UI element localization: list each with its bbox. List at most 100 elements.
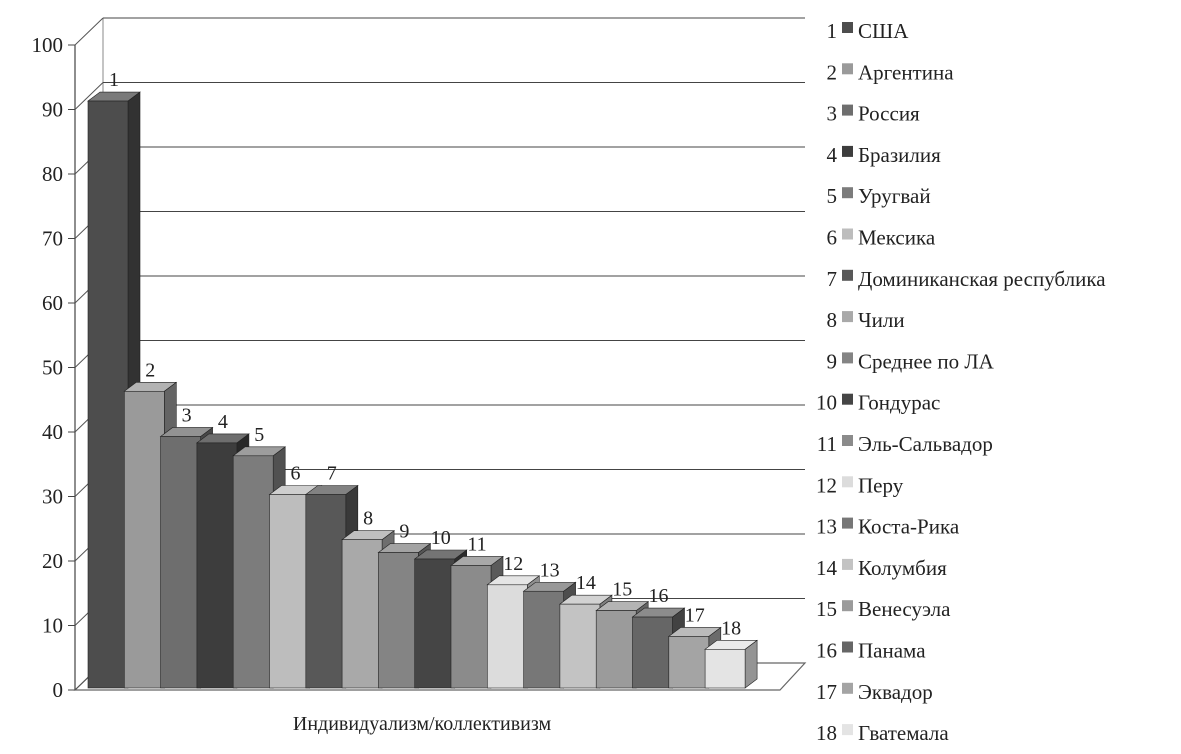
bar-number-label: 11 <box>467 533 486 555</box>
gridline-side <box>74 82 104 110</box>
legend-number: 5 <box>827 184 838 208</box>
bar-front <box>87 100 129 689</box>
bar-front <box>160 436 201 689</box>
y-tick-label: 70 <box>42 227 63 251</box>
legend-swatch <box>842 352 853 364</box>
bar-number-label: 17 <box>685 604 705 626</box>
legend-number: 11 <box>817 432 837 456</box>
bar-number-label: 8 <box>363 508 373 530</box>
y-tick-label: 0 <box>53 678 64 702</box>
legend-item: 7 Доминиканская республика <box>827 267 1107 291</box>
bars <box>87 91 758 689</box>
bar-number-label: 6 <box>291 463 301 485</box>
legend-swatch <box>842 435 853 446</box>
bar-front <box>232 455 274 689</box>
legend-item: 12 Перу <box>816 473 904 497</box>
y-tick-label: 10 <box>42 614 63 638</box>
x-axis-label: Индивидуализм/коллективизм <box>293 713 552 735</box>
bar-front <box>668 636 710 689</box>
legend-item: 5 Уругвай <box>827 184 931 208</box>
bar-front <box>704 648 746 689</box>
bar-number-label: 1 <box>109 69 119 91</box>
y-tick-label: 100 <box>32 33 64 57</box>
legend-item: 4 Бразилия <box>827 143 942 167</box>
legend-swatch <box>842 682 853 694</box>
legend-swatch <box>842 63 853 75</box>
legend-item: 15 Венесуэла <box>816 597 951 621</box>
bar-front <box>632 616 673 689</box>
legend-label: Эквадор <box>858 680 933 704</box>
legend-label: Колумбия <box>858 556 947 580</box>
y-tick-label: 60 <box>42 291 63 315</box>
y-tick-label: 50 <box>42 356 63 380</box>
y-axis: 0 10 20 30 40 50 60 70 80 90 100 <box>32 33 75 702</box>
legend-number: 10 <box>816 391 837 415</box>
legend: 1 США 2 Аргентина 3 Россия 4 Бразилия 5 Уругвай 6 М… <box>816 19 1106 745</box>
legend-label: Мексика <box>858 226 936 250</box>
legend-swatch <box>842 641 853 653</box>
legend-item: 13 Коста-Рика <box>816 515 960 539</box>
legend-number: 1 <box>827 19 838 43</box>
y-tick-label: 20 <box>42 549 63 573</box>
legend-item: 1 США <box>827 19 910 43</box>
legend-number: 13 <box>816 515 837 539</box>
legend-item: 3 Россия <box>827 102 921 126</box>
legend-swatch <box>842 104 853 116</box>
bar-front <box>450 565 492 689</box>
legend-number: 4 <box>827 143 838 167</box>
legend-label: Венесуэла <box>858 597 951 621</box>
bar-number-label: 2 <box>145 359 155 381</box>
y-tick-label: 40 <box>42 420 63 444</box>
bar-front <box>305 494 347 689</box>
legend-swatch <box>842 517 853 529</box>
legend-swatch <box>842 145 853 157</box>
bar-number-label: 10 <box>431 527 451 549</box>
legend-item: 18 Гватемала <box>816 721 949 745</box>
bar-number-label: 12 <box>503 553 523 575</box>
legend-swatch <box>842 187 853 199</box>
legend-label: Перу <box>858 473 904 497</box>
legend-swatch <box>842 22 853 33</box>
bar-number-label: 5 <box>254 424 264 446</box>
legend-number: 3 <box>827 102 838 126</box>
legend-label: Уругвай <box>858 184 931 208</box>
legend-number: 16 <box>816 639 837 663</box>
legend-label: Коста-Рика <box>858 515 960 539</box>
legend-item: 9 Среднее по ЛА <box>827 349 995 373</box>
legend-number: 18 <box>816 721 837 745</box>
bar-front <box>269 494 310 689</box>
bar <box>704 639 758 689</box>
legend-number: 6 <box>827 226 838 250</box>
legend-item: 8 Чили <box>827 308 905 332</box>
legend-swatch <box>842 269 853 281</box>
legend-label: Гондурас <box>858 391 940 415</box>
legend-swatch <box>842 600 853 612</box>
bar-number-label: 14 <box>576 572 596 594</box>
bar-number-label: 7 <box>327 463 337 485</box>
legend-item: 16 Панама <box>816 639 926 663</box>
y-tick-label: 30 <box>42 485 63 509</box>
legend-number: 8 <box>827 308 838 332</box>
bar-front <box>414 558 456 689</box>
bar-front <box>124 390 165 689</box>
bar-front <box>486 584 528 689</box>
legend-label: Аргентина <box>858 60 954 84</box>
bar-front <box>378 552 419 689</box>
legend-number: 17 <box>816 680 837 704</box>
bar-number-label: 3 <box>182 404 192 426</box>
legend-label: Россия <box>858 102 920 126</box>
bar-number-label: 13 <box>540 559 560 581</box>
legend-label: Среднее по ЛА <box>858 349 995 373</box>
bar-number-label: 9 <box>399 521 409 543</box>
bar-front <box>559 603 601 689</box>
legend-item: 2 Аргентина <box>827 60 955 84</box>
y-tick-label: 90 <box>42 98 63 122</box>
legend-item: 14 Колумбия <box>816 556 947 580</box>
legend-label: Доминиканская республика <box>858 267 1106 291</box>
legend-number: 15 <box>816 597 837 621</box>
bar-number-label: 18 <box>721 617 741 639</box>
legend-swatch <box>842 724 853 736</box>
bar-number-label: 15 <box>612 579 632 601</box>
bar-front <box>595 610 637 689</box>
